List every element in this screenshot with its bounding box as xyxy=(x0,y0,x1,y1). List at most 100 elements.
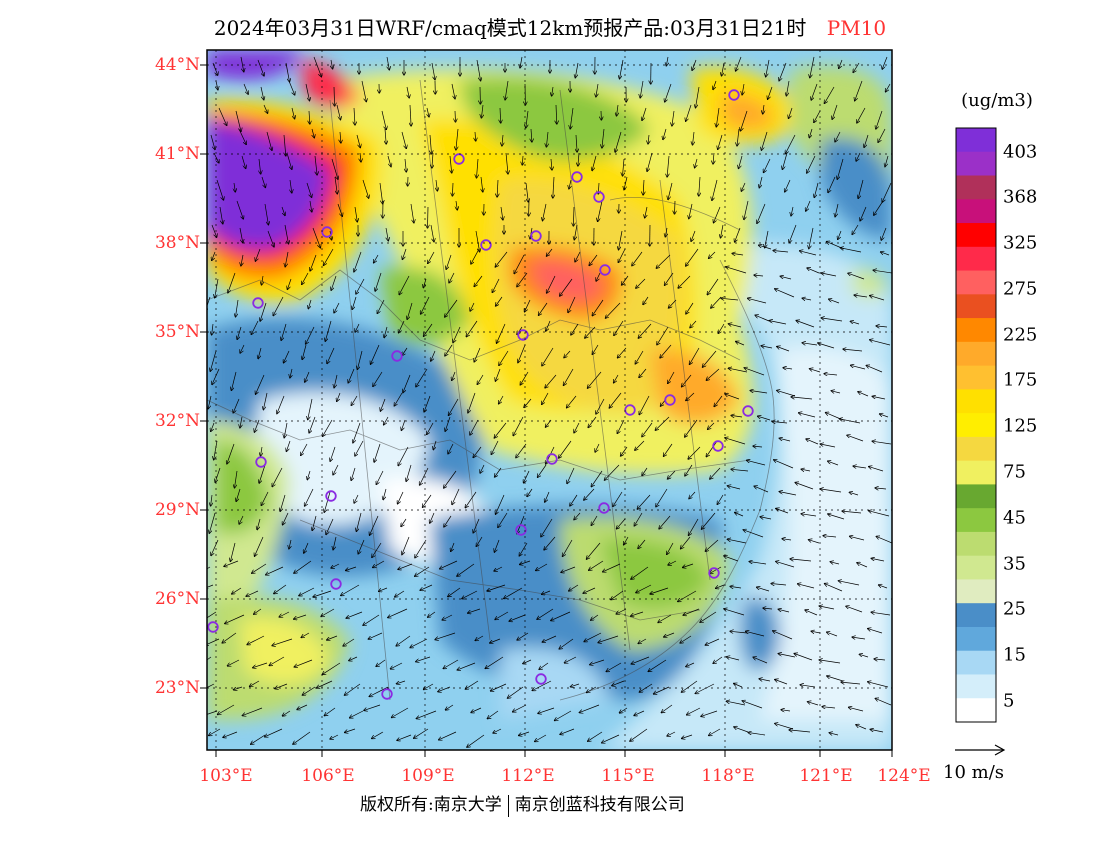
wind-arrow xyxy=(305,488,314,506)
wind-arrow xyxy=(385,128,386,144)
wind-arrow xyxy=(669,299,677,308)
wind-arrow xyxy=(430,134,432,154)
wind-arrow xyxy=(668,182,673,200)
wind-arrow xyxy=(397,680,406,684)
lon-label: 109°E xyxy=(401,766,455,786)
wind-arrow xyxy=(785,134,796,154)
wind-arrow xyxy=(353,422,361,443)
wind-arrow xyxy=(802,298,812,300)
wind-arrow xyxy=(806,439,819,445)
wind-arrow xyxy=(730,586,742,588)
wind-arrow xyxy=(739,155,743,169)
wind-arrow xyxy=(301,443,308,455)
wind-arrow xyxy=(748,298,767,304)
wind-arrow xyxy=(872,441,892,445)
wind-arrow xyxy=(642,107,647,120)
wind-arrow xyxy=(485,656,504,668)
wind-arrow xyxy=(837,158,844,179)
wind-arrow xyxy=(716,107,720,127)
wind-arrow xyxy=(552,86,553,96)
wind-arrow xyxy=(468,392,476,413)
wind-arrow xyxy=(257,59,264,76)
wind-arrow xyxy=(695,683,715,694)
wind-arrow xyxy=(668,470,676,479)
wind-arrow xyxy=(290,368,292,378)
wind-arrow xyxy=(631,656,650,664)
wind-arrow xyxy=(324,491,331,512)
wind-arrow xyxy=(355,440,364,456)
station-marker xyxy=(598,502,610,514)
wind-arrow xyxy=(209,728,221,736)
legend-swatch xyxy=(956,508,996,533)
wind-arrow xyxy=(264,203,268,225)
wind-arrow xyxy=(706,368,720,380)
wind-arrow xyxy=(710,467,721,479)
wind-arrow xyxy=(361,80,366,102)
wind-arrow xyxy=(680,635,692,643)
wind-arrow xyxy=(343,638,355,646)
wind-arrow xyxy=(327,635,338,640)
wind-arrow xyxy=(302,686,316,695)
wind-arrow xyxy=(658,614,672,623)
wind-arrow xyxy=(727,486,741,490)
wind-arrow xyxy=(750,391,768,394)
wind-arrow xyxy=(424,323,433,336)
station-marker xyxy=(207,621,219,633)
wind-arrow xyxy=(265,728,283,737)
wind-arrow xyxy=(753,657,768,664)
wind-arrow xyxy=(795,483,814,490)
wind-arrow xyxy=(780,276,792,280)
wind-arrow xyxy=(435,632,456,640)
wind-arrow xyxy=(477,374,484,384)
wind-arrow xyxy=(742,701,763,709)
wind-arrow xyxy=(828,514,845,520)
wind-arrow xyxy=(645,206,647,218)
wind-arrow xyxy=(380,398,386,411)
wind-arrow xyxy=(424,683,434,690)
wind-arrow xyxy=(849,492,859,495)
wind-arrow xyxy=(809,540,820,544)
wind-arrow xyxy=(724,556,739,562)
legend-swatch xyxy=(956,626,996,652)
wind-arrow xyxy=(721,298,739,300)
wind-arrow xyxy=(828,461,839,466)
station-marker xyxy=(381,688,393,700)
wind-arrow xyxy=(345,728,356,733)
wind-arrow xyxy=(230,542,236,561)
wind-arrow xyxy=(455,110,456,122)
wind-arrow xyxy=(754,486,769,493)
wind-arrow xyxy=(261,491,269,505)
wind-arrow xyxy=(683,608,700,615)
wind-arrow xyxy=(690,347,700,364)
wind-arrow xyxy=(596,398,605,414)
legend-swatch xyxy=(956,484,996,509)
wind-arrow xyxy=(312,128,314,138)
wind-arrow xyxy=(681,536,691,549)
wind-arrow xyxy=(238,128,246,144)
station-marker xyxy=(530,230,542,242)
wind-arrow xyxy=(525,182,528,202)
wind-arrow xyxy=(754,275,764,276)
wind-arrow xyxy=(609,392,622,408)
wind-arrow xyxy=(878,128,886,142)
wind-arrow xyxy=(322,662,341,674)
wind-arrow xyxy=(624,176,628,190)
wind-arrow xyxy=(718,134,723,149)
wind-arrow xyxy=(212,323,213,335)
wind-arrow xyxy=(602,128,604,148)
wind-arrow xyxy=(800,685,816,687)
wind-arrow xyxy=(430,224,434,242)
wind-arrow xyxy=(731,415,743,417)
wind-arrow xyxy=(855,80,863,101)
wind-arrow xyxy=(356,512,362,531)
wind-arrow xyxy=(414,728,429,738)
station-marker xyxy=(517,329,529,341)
wind-arrow xyxy=(470,419,479,435)
wind-arrow xyxy=(310,200,312,212)
wind-arrow xyxy=(402,248,407,259)
wind-arrow xyxy=(801,514,817,516)
wind-arrow xyxy=(462,590,478,599)
wind-arrow xyxy=(286,152,292,169)
wind-arrow xyxy=(324,707,336,716)
wind-arrow xyxy=(420,467,429,485)
